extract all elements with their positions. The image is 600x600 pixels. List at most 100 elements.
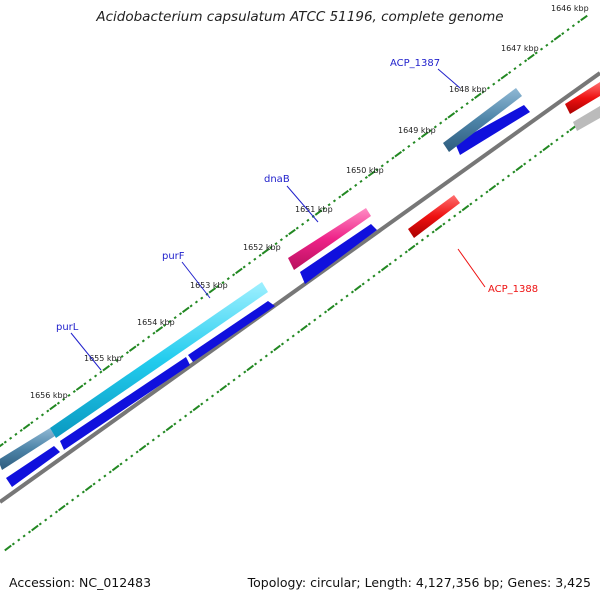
tick-mark [237, 374, 241, 378]
tick-mark [301, 222, 305, 226]
tick-mark [4, 544, 12, 552]
tick-mark [173, 316, 177, 320]
tick-mark [49, 403, 57, 411]
tick-mark [348, 187, 352, 191]
cds-bar[interactable] [60, 357, 190, 450]
tick-mark [128, 345, 137, 352]
tick-mark [253, 257, 257, 261]
tick-mark [354, 284, 362, 292]
tick-mark [372, 274, 376, 278]
cds-bar[interactable] [300, 224, 377, 284]
tick-mark [49, 514, 53, 518]
tick-label-1651: 1651 kbp [295, 205, 333, 214]
gene-label-acp1388[interactable]: ACP_1388 [488, 284, 538, 295]
tick-mark [465, 102, 469, 106]
tick-mark [527, 53, 535, 61]
tick-mark [431, 230, 435, 234]
tick-mark [407, 244, 416, 252]
tick-mark [119, 462, 123, 466]
tick-mark [120, 354, 124, 359]
gene-bar-right-grey[interactable] [573, 106, 600, 131]
tick-mark [226, 277, 230, 281]
tick-mark [496, 182, 500, 186]
gene-label-acp1387[interactable]: ACP_1387 [390, 58, 440, 69]
tick-mark [259, 358, 263, 362]
gene-label-purf[interactable]: purF [162, 251, 185, 262]
tick-mark [486, 86, 490, 90]
tick-mark [184, 414, 188, 418]
tick-mark [56, 401, 60, 405]
tick-mark [474, 198, 478, 202]
tick-mark [442, 222, 446, 226]
tick-mark [386, 160, 390, 164]
tick-mark [135, 450, 139, 454]
tick-mark [534, 51, 538, 55]
cds-bar[interactable] [188, 301, 275, 362]
tick-mark [92, 482, 96, 486]
tick-mark [219, 384, 228, 392]
tick-mark [523, 162, 527, 166]
tick-mark [71, 498, 75, 502]
tick-mark [152, 331, 156, 335]
tick-mark [404, 250, 408, 254]
tick-mark [273, 344, 281, 352]
tick-mark [280, 342, 285, 346]
tick-mark [17, 538, 21, 542]
tick-mark [539, 150, 543, 154]
tick-mark [258, 253, 262, 257]
tick-mark [380, 164, 384, 168]
tick-mark [566, 130, 570, 134]
tick-mark [394, 151, 402, 158]
cds-bar[interactable] [6, 446, 60, 487]
gene-bar-acp1387[interactable] [443, 88, 522, 152]
tick-mark [38, 522, 42, 526]
gene-label-dnab[interactable]: dnaB [264, 174, 290, 185]
tick-mark [492, 82, 496, 86]
tick-mark [332, 199, 337, 203]
tick-mark [415, 242, 419, 246]
tick-label-1650: 1650 kbp [346, 166, 384, 175]
tick-mark [481, 90, 485, 94]
tick-mark [426, 234, 430, 238]
tick-mark [512, 170, 516, 174]
gene-bar-dnab[interactable] [288, 208, 371, 270]
tick-mark [269, 246, 273, 250]
tick-mark [65, 502, 69, 506]
tick-label-1655: 1655 kbp [84, 354, 122, 363]
tick-mark [528, 158, 532, 162]
gene-label-purl[interactable]: purL [56, 322, 79, 333]
tick-mark [341, 189, 349, 197]
tick-mark [35, 417, 39, 421]
tick-mark [200, 402, 204, 406]
tick-mark [31, 524, 39, 532]
tick-mark [0, 442, 4, 448]
tick-mark [561, 32, 565, 36]
tick-mark [147, 335, 151, 339]
cds-bar[interactable] [455, 105, 530, 155]
tick-mark [205, 398, 209, 402]
tick-mark [533, 154, 537, 158]
tick-label-1646: 1646 kbp [551, 4, 589, 13]
gene-bar-right-red[interactable] [565, 82, 600, 114]
tick-mark [210, 394, 215, 398]
map-title: Acidobacterium capsulatum ATCC 51196, co… [96, 9, 504, 25]
tick-mark [338, 195, 342, 199]
tick-mark [340, 298, 344, 302]
tick-mark [155, 326, 164, 333]
tick-mark [216, 284, 220, 288]
tick-mark [130, 454, 134, 458]
tick-mark [388, 262, 392, 266]
genome-summary: Topology: circular; Length: 4,127,356 bp… [247, 575, 591, 590]
tick-mark [295, 226, 299, 230]
tick-mark [76, 494, 80, 498]
gene-bar-acp1388[interactable] [408, 195, 460, 238]
gene-bar-purl-purf[interactable] [50, 282, 268, 438]
tick-mark [67, 393, 71, 397]
tick-mark [246, 364, 254, 372]
tick-mark [364, 176, 368, 180]
tick-mark [173, 422, 177, 426]
tick-mark [274, 242, 278, 246]
tick-label-1656: 1656 kbp [30, 391, 68, 400]
tick-mark [264, 354, 268, 358]
gene-bar-left-steel[interactable] [0, 428, 55, 470]
